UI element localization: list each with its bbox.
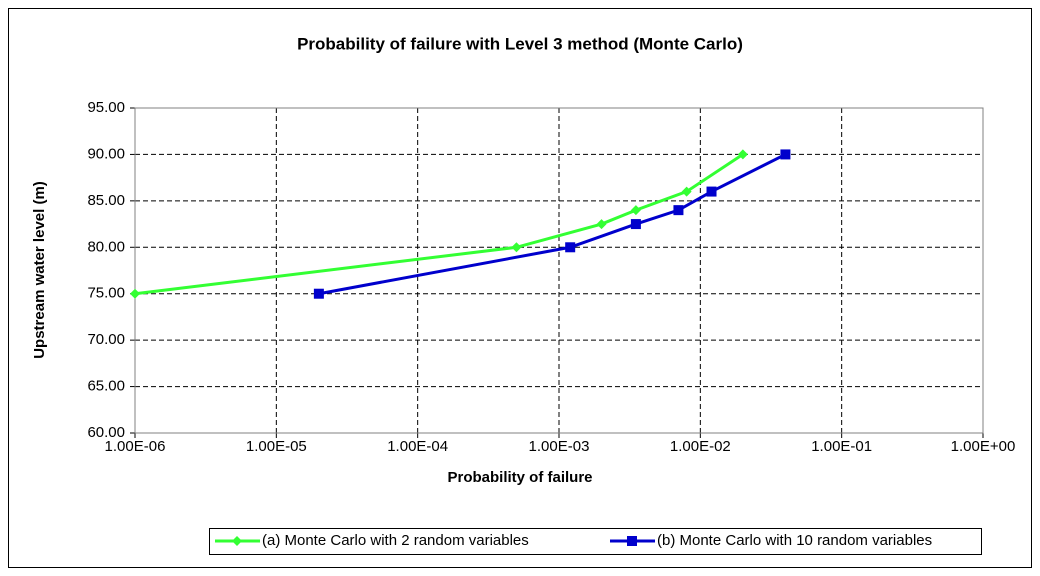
x-tick-label: 1.00E-06 bbox=[105, 438, 166, 455]
x-axis-label: Probability of failure bbox=[447, 469, 592, 486]
y-tick-label: 75.00 bbox=[87, 285, 125, 302]
marker bbox=[596, 219, 607, 230]
series-line bbox=[318, 153, 787, 296]
chart-title: Probability of failure with Level 3 meth… bbox=[297, 34, 743, 53]
y-tick-label: 60.00 bbox=[87, 424, 125, 441]
legend-label: (a) Monte Carlo with 2 random variables bbox=[262, 532, 529, 549]
legend bbox=[209, 528, 982, 555]
x-tick-label: 1.00E-03 bbox=[529, 438, 590, 455]
y-tick-label: 80.00 bbox=[87, 238, 125, 255]
x-tick-label: 1.00E-05 bbox=[246, 438, 307, 455]
y-axis-label: Upstream water level (m) bbox=[31, 181, 48, 359]
y-tick-label: 70.00 bbox=[87, 331, 125, 348]
marker bbox=[681, 186, 692, 197]
marker bbox=[737, 149, 748, 160]
marker bbox=[706, 186, 717, 197]
marker bbox=[565, 242, 576, 253]
y-tick-label: 85.00 bbox=[87, 192, 125, 209]
marker bbox=[673, 205, 684, 216]
x-tick-label: 1.00E-04 bbox=[387, 438, 448, 455]
marker bbox=[130, 288, 140, 299]
marker bbox=[511, 242, 522, 253]
x-tick-label: 1.00E-02 bbox=[670, 438, 731, 455]
y-tick-label: 90.00 bbox=[87, 145, 125, 162]
marker bbox=[232, 536, 242, 546]
marker bbox=[780, 149, 791, 160]
x-tick-label: 1.00E-01 bbox=[811, 438, 872, 455]
legend-label: (b) Monte Carlo with 10 random variables bbox=[657, 532, 932, 549]
plot-area bbox=[134, 107, 984, 434]
marker bbox=[630, 219, 641, 230]
series-line bbox=[134, 153, 744, 296]
marker bbox=[313, 288, 324, 299]
marker bbox=[627, 536, 637, 546]
x-tick-label: 1.00E+00 bbox=[951, 438, 1016, 455]
y-tick-label: 65.00 bbox=[87, 378, 125, 395]
marker bbox=[630, 205, 641, 216]
y-tick-label: 95.00 bbox=[87, 99, 125, 116]
